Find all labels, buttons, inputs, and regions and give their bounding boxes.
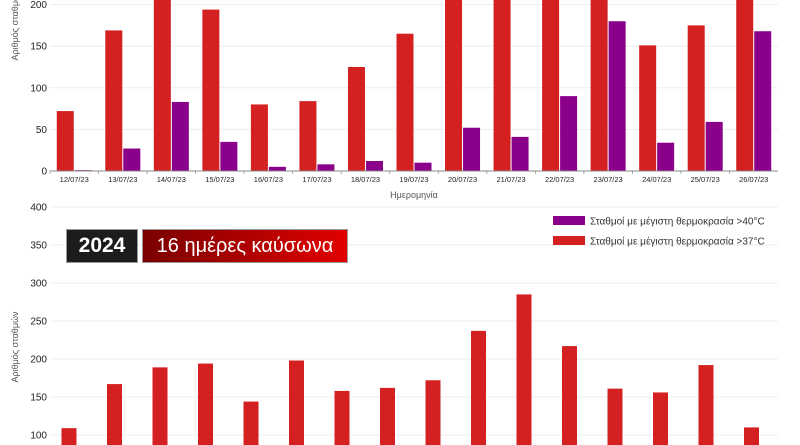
bottom-bar-over37: [425, 380, 441, 445]
bottom-y-tick-label: 350: [30, 241, 47, 252]
top-bar-over40: [463, 127, 481, 171]
bottom-y-axis-title: Αριθμός σταθμών: [10, 311, 20, 383]
bottom-bar-over37: [516, 294, 532, 445]
legend-label: Σταθμοί με μέγιστη θερμοκρασία >40°C: [590, 216, 765, 228]
top-x-tick-label: 18/07/23: [351, 175, 380, 184]
bottom-bar-over37: [107, 384, 122, 445]
top-bar-over37: [639, 45, 657, 172]
top-bar-over40: [123, 148, 141, 171]
top-y-tick-label: 0: [41, 167, 47, 178]
top-x-tick-label: 25/07/23: [691, 175, 720, 184]
top-bar-over37: [299, 101, 317, 171]
bottom-y-tick-label: 400: [30, 203, 47, 214]
bottom-bar-over37: [607, 388, 623, 445]
top-x-tick-label: 21/07/23: [496, 175, 525, 184]
bottom-y-tick-label: 250: [30, 317, 47, 328]
bottom-bar-over37: [289, 360, 304, 445]
top-x-tick-label: 24/07/23: [642, 175, 671, 184]
top-bar-over40: [317, 164, 335, 171]
top-y-tick-label: 100: [30, 83, 47, 94]
bottom-bar-over37: [334, 390, 350, 445]
top-bar-over37: [493, 0, 511, 171]
top-y-tick-label: 200: [30, 0, 47, 11]
bottom-bars: [61, 294, 759, 445]
top-bar-over37: [396, 33, 414, 171]
legend-swatch: [553, 236, 585, 245]
bottom-legend: Σταθμοί με μέγιστη θερμοκρασία >40°C Σταθ…: [553, 216, 765, 248]
top-x-tick-label: 16/07/23: [254, 175, 283, 184]
bottom-y-tick-label: 200: [30, 355, 47, 366]
top-x-tick-label: 14/07/23: [157, 175, 186, 184]
top-y-tick-label: 150: [30, 42, 47, 53]
top-x-tick-label: 23/07/23: [594, 175, 623, 184]
top-bar-over40: [754, 31, 772, 171]
top-x-tick-label: 17/07/23: [302, 175, 331, 184]
top-bar-over37: [56, 111, 74, 171]
top-x-tick-label: 15/07/23: [205, 175, 234, 184]
top-bar-over37: [542, 0, 560, 171]
top-y-axis-title: Αριθμός σταθμών: [10, 0, 20, 61]
bottom-y-tick-label: 150: [30, 393, 47, 404]
top-bar-over37: [153, 0, 171, 171]
top-bar-over40: [608, 21, 626, 171]
top-bars: [56, 0, 772, 172]
bottom-bar-over37: [698, 365, 714, 445]
top-bar-over40: [657, 142, 675, 171]
year-badge: 2024: [66, 229, 138, 263]
top-bar-over37: [590, 0, 608, 171]
legend-label: Σταθμοί με μέγιστη θερμοκρασία >37°C: [590, 236, 765, 248]
top-bar-over40: [365, 161, 383, 171]
top-bar-over40: [705, 121, 723, 171]
top-x-axis-title: Ημερομηνία: [390, 190, 438, 200]
top-x-tick-label: 12/07/23: [60, 175, 89, 184]
top-bar-over37: [250, 104, 268, 171]
heatwave-days-badge: 16 ημέρες καύσωνα: [142, 229, 348, 263]
bottom-bar-over37: [243, 401, 259, 445]
legend-swatch: [553, 216, 585, 225]
top-x-tick-label: 20/07/23: [448, 175, 477, 184]
bottom-bar-over37: [61, 428, 77, 445]
top-bar-over40: [220, 141, 238, 171]
top-bar-over40: [268, 166, 286, 171]
top-bar-over37: [687, 25, 705, 172]
bottom-y-tick-label: 100: [30, 431, 47, 442]
top-bar-chart: 0 50 100 150 200 12/07/23 13/07/23 14/07/23 15/…: [10, 0, 778, 200]
bottom-bar-over37: [198, 363, 213, 445]
bottom-bar-over37: [744, 427, 759, 445]
bottom-y-tick-label: 300: [30, 279, 47, 290]
top-bar-over37: [347, 67, 365, 171]
top-bar-over37: [736, 0, 754, 171]
top-bar-over37: [202, 9, 220, 172]
bottom-bar-over37: [653, 392, 668, 445]
top-bar-over40: [171, 101, 189, 171]
top-x-tick-label: 19/07/23: [399, 175, 428, 184]
bottom-bar-over37: [562, 346, 577, 445]
top-bar-over40: [560, 96, 578, 171]
bottom-bar-chart: 100 150 200 250 300 350 400 Αριθμός σταθμών Στ…: [10, 203, 778, 445]
top-bar-over37: [445, 0, 463, 171]
top-bar-over37: [105, 30, 123, 172]
bottom-bar-over37: [380, 387, 395, 445]
top-bar-over40: [414, 162, 432, 171]
top-x-tick-label: 13/07/23: [108, 175, 137, 184]
bottom-bar-over37: [152, 367, 168, 445]
top-x-tick-label: 22/07/23: [545, 175, 574, 184]
top-y-tick-labels: 0 50 100 150 200: [30, 0, 47, 177]
bottom-bar-over37: [471, 330, 486, 445]
bottom-y-tick-labels: 100 150 200 250 300 350 400: [30, 203, 47, 442]
top-bar-over40: [511, 136, 529, 171]
top-x-tick-labels: 12/07/23 13/07/23 14/07/23 15/07/23 16/07/23…: [49, 171, 768, 184]
top-y-tick-label: 50: [36, 125, 48, 136]
top-x-tick-label: 26/07/23: [739, 175, 768, 184]
